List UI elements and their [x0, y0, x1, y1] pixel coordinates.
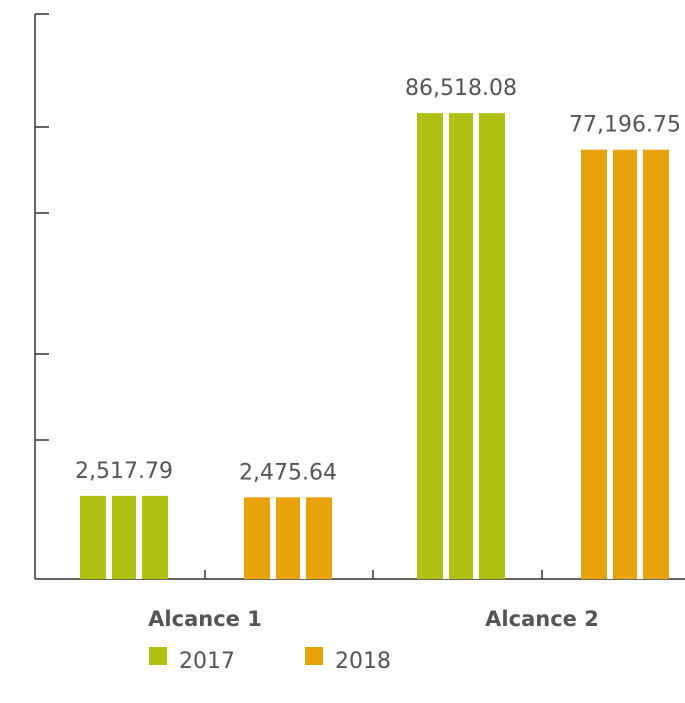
legend-swatch-2017 — [149, 647, 167, 665]
bar-2018-1 — [244, 497, 332, 579]
bar-stripe-gap — [473, 113, 479, 579]
data-label-2017-1: 2,517.79 — [75, 459, 173, 484]
bar-stripe-gap — [443, 113, 449, 579]
bar-stripe-gap — [300, 497, 306, 579]
bar-stripe-gap — [637, 149, 643, 579]
data-label-2017-2: 86,518.08 — [405, 76, 517, 101]
bar-2017-2 — [417, 113, 505, 579]
category-labels: Alcance 1 Alcance 2 — [148, 607, 599, 631]
data-label-2018-1: 2,475.64 — [239, 460, 337, 485]
legend: 2017 2018 — [149, 647, 391, 674]
legend-swatch-2018 — [305, 647, 323, 665]
bars — [80, 113, 669, 579]
data-label-2018-2: 77,196.75 — [569, 113, 681, 138]
bar-stripe-gap — [607, 149, 613, 579]
bar-2018-2 — [581, 149, 669, 579]
bar-stripe-gap — [270, 497, 276, 579]
category-label-1: Alcance 1 — [148, 607, 262, 631]
bar-stripe-gap — [106, 495, 112, 579]
value-labels: 2,517.79 86,518.08 2,475.64 77,196.75 — [75, 76, 681, 485]
legend-label-2017: 2017 — [179, 649, 235, 674]
bar-stripe-gap — [136, 495, 142, 579]
bar-2017-1 — [80, 495, 168, 579]
legend-label-2018: 2018 — [335, 649, 391, 674]
category-label-2: Alcance 2 — [485, 607, 599, 631]
